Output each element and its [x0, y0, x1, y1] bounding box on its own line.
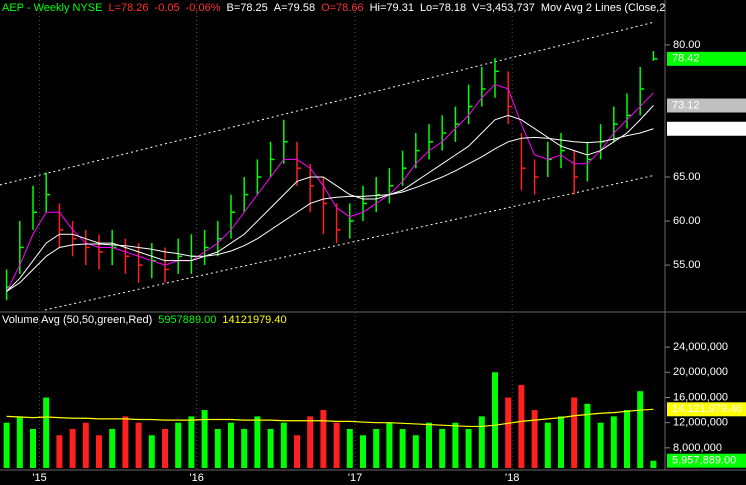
header-item: O=78.66 [321, 2, 364, 14]
volume-bar [597, 422, 604, 468]
header: AEP - Weekly NYSE L=78.26 -0.05 -0.06% B=78.… [2, 2, 665, 14]
volume-bar [3, 422, 10, 468]
volume-bar [254, 416, 261, 468]
volume-bar [69, 428, 76, 468]
header-item: -0.05 [155, 2, 180, 14]
header-item: Volume Avg (50,50,green,Red) [2, 314, 152, 326]
volume-bar [267, 428, 274, 468]
volume-bar [122, 416, 129, 468]
y-tick-label: 20,000,000 [673, 366, 728, 378]
volume-bar [188, 416, 195, 468]
volume-bar [624, 410, 630, 468]
x-tick-label: '17 [348, 472, 362, 484]
volume-bar [214, 428, 221, 468]
volume-bar [109, 428, 116, 468]
header-item: 5957889.00 [158, 314, 216, 326]
volume-bar [333, 422, 340, 468]
volume-bar [307, 416, 314, 468]
volume-label: 14,121,979.40 [672, 403, 742, 415]
volume-bar [241, 428, 248, 468]
volume-bar [346, 428, 353, 468]
header-item: B=78.25 [226, 2, 267, 14]
price-label: 70.48 [672, 123, 700, 135]
volume-bar [96, 435, 102, 468]
volume-average [6, 408, 654, 428]
header-item: AEP - Weekly NYSE [2, 2, 102, 14]
volume-bar [175, 422, 182, 468]
header-item: Mov Avg 2 Lines (Close,2 [541, 2, 666, 14]
header-item: -0.06% [186, 2, 221, 14]
moving-average [6, 128, 654, 292]
volume-bar [544, 422, 551, 468]
volume-bar [505, 397, 512, 468]
volume-bar [439, 428, 446, 468]
y-tick-label: 80.00 [673, 39, 701, 51]
volume-bar [162, 428, 168, 468]
volume-bar [320, 410, 327, 468]
trendline [44, 174, 655, 311]
volume-bar [294, 435, 300, 468]
volume-bar [56, 435, 63, 468]
volume-label-box [667, 402, 746, 417]
y-tick-label: 12,000,000 [673, 417, 728, 429]
volume-bar [386, 422, 393, 468]
moving-average [6, 105, 654, 292]
volume-bar [399, 428, 406, 468]
volume-label-box [667, 453, 746, 468]
volume-bar [584, 403, 591, 468]
volume-bar [531, 410, 538, 468]
volume-bar [373, 428, 380, 468]
volume-bar [228, 422, 234, 468]
volume-bar [148, 435, 155, 468]
volume-bar [201, 410, 208, 468]
volume-bar [135, 422, 142, 468]
header-item: 14121979.40 [222, 314, 286, 326]
volume-bar [650, 460, 657, 468]
volume-bar [43, 397, 50, 468]
header-item: Lo=78.18 [420, 2, 466, 14]
y-tick-label: 24,000,000 [673, 341, 728, 353]
volume-bar [637, 391, 644, 468]
price-label-box [667, 51, 746, 66]
price-label-box [667, 121, 746, 136]
volume-bar [492, 372, 498, 468]
volume-bar [571, 397, 578, 468]
price-label: 73.12 [672, 99, 700, 111]
volume-bar [412, 435, 419, 468]
volume-bar [478, 416, 485, 468]
header-item: V=3,453,737 [472, 2, 535, 14]
volume-bar [30, 428, 36, 468]
header-item: L=78.26 [108, 2, 148, 14]
x-tick-label: '18 [505, 472, 519, 484]
y-tick-label: 65.00 [673, 171, 701, 183]
y-tick-label: 55.00 [673, 259, 701, 271]
header: Volume Avg (50,50,green,Red) 5957889.00 14… [2, 314, 287, 326]
volume-bar [280, 422, 287, 468]
header-item: Hi=79.31 [370, 2, 414, 14]
volume-label: 5,957,889.00 [672, 455, 736, 467]
x-tick-label: '15 [32, 472, 46, 484]
header-item: A=79.58 [274, 2, 315, 14]
volume-bar [610, 416, 617, 468]
volume-bar [558, 416, 564, 468]
price-label: 78.42 [672, 53, 700, 65]
volume-bar [16, 416, 23, 468]
volume-bar [360, 435, 366, 468]
y-tick-label: 16,000,000 [673, 391, 728, 403]
volume-bar [465, 428, 472, 468]
volume-bar [82, 422, 89, 468]
y-tick-label: 60.00 [673, 215, 701, 227]
volume-bar [518, 384, 525, 468]
x-tick-label: '16 [190, 472, 204, 484]
y-tick-label: 8,000,000 [673, 442, 722, 454]
volume-bar [452, 422, 459, 468]
volume-bar [426, 422, 432, 468]
price-label-box [667, 98, 746, 113]
moving-average [6, 83, 654, 292]
